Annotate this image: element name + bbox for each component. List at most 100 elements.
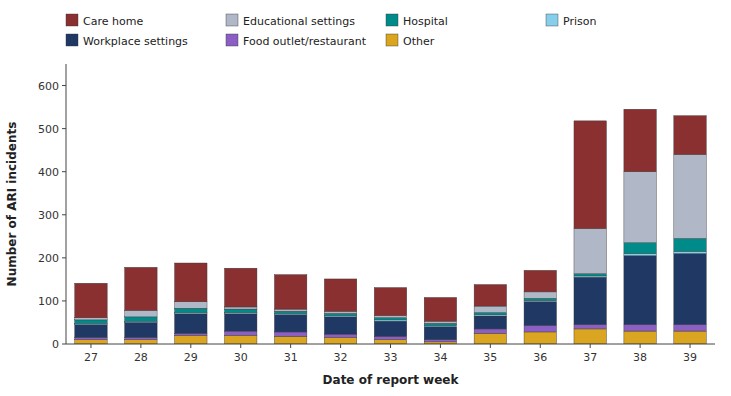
bar-segment bbox=[324, 279, 356, 311]
y-axis-line bbox=[66, 64, 67, 344]
x-tick-label: 34 bbox=[433, 351, 447, 364]
bar-segment bbox=[674, 238, 706, 251]
y-tick bbox=[62, 85, 66, 86]
legend-swatch bbox=[386, 34, 398, 46]
bar-segment bbox=[674, 325, 706, 331]
bar-segment bbox=[175, 263, 207, 302]
bar-segment bbox=[574, 121, 606, 229]
bar-segment bbox=[474, 329, 506, 333]
x-tick-label: 35 bbox=[483, 351, 497, 364]
y-tick bbox=[62, 128, 66, 129]
bar-segment bbox=[524, 332, 556, 344]
bar-segment bbox=[474, 285, 506, 307]
bar-segment bbox=[75, 320, 107, 323]
x-tick-label: 31 bbox=[284, 351, 298, 364]
bar-segment bbox=[274, 275, 306, 309]
bar-segment bbox=[175, 335, 207, 344]
y-tick-label: 200 bbox=[38, 252, 59, 265]
bar-segment bbox=[75, 318, 107, 320]
bar-segment bbox=[424, 323, 456, 325]
y-axis-label: Number of ARI incidents bbox=[5, 122, 19, 287]
x-tick bbox=[90, 344, 91, 348]
bar-segment bbox=[624, 254, 656, 256]
chart: 0100200300400500600272829303132333435363… bbox=[0, 0, 731, 396]
x-tick bbox=[390, 344, 391, 348]
bar-segment bbox=[474, 313, 506, 315]
y-tick-label: 400 bbox=[38, 166, 59, 179]
y-tick bbox=[62, 214, 66, 215]
x-tick bbox=[690, 344, 691, 348]
x-tick bbox=[340, 344, 341, 348]
bar-segment bbox=[75, 340, 107, 344]
bar-segment bbox=[374, 321, 406, 336]
bar-segment bbox=[674, 116, 706, 155]
bar-segment bbox=[274, 309, 306, 311]
legend-swatch bbox=[226, 34, 238, 46]
bar-segment bbox=[225, 268, 257, 307]
bar-segment bbox=[474, 316, 506, 329]
bar-segment bbox=[624, 109, 656, 171]
bar-segment bbox=[324, 338, 356, 344]
x-tick bbox=[440, 344, 441, 348]
legend-label: Workplace settings bbox=[83, 35, 188, 48]
bar-segment bbox=[324, 334, 356, 337]
bar-segment bbox=[125, 338, 157, 340]
bar-segment bbox=[374, 288, 406, 316]
x-tick-label: 27 bbox=[84, 351, 98, 364]
bar-segment bbox=[624, 331, 656, 344]
x-tick-label: 37 bbox=[583, 351, 597, 364]
bar-segment bbox=[574, 274, 606, 276]
bar-segment bbox=[674, 331, 706, 344]
legend: Care homeEducational settingsHospitalPri… bbox=[66, 14, 596, 48]
x-tick bbox=[190, 344, 191, 348]
y-tick bbox=[62, 300, 66, 301]
bar-segment bbox=[225, 314, 257, 331]
bar-segment bbox=[624, 325, 656, 331]
bar-segment bbox=[424, 297, 456, 321]
x-tick-label: 28 bbox=[134, 351, 148, 364]
x-tick-label: 32 bbox=[334, 351, 348, 364]
bar-segment bbox=[225, 309, 257, 312]
legend-swatch bbox=[66, 14, 78, 26]
bar-segment bbox=[374, 336, 406, 339]
bar-segment bbox=[175, 302, 207, 308]
legend-label: Other bbox=[403, 35, 435, 48]
bar-segment bbox=[274, 336, 306, 344]
bar-segment bbox=[175, 333, 207, 335]
bar-segment bbox=[524, 302, 556, 326]
bar-segment bbox=[474, 333, 506, 344]
x-tick-label: 36 bbox=[533, 351, 547, 364]
y-tick-label: 300 bbox=[38, 209, 59, 222]
bar-segment bbox=[674, 254, 706, 325]
bar-segment bbox=[125, 322, 157, 337]
bar-segment bbox=[75, 283, 107, 317]
y-tick bbox=[62, 257, 66, 258]
x-tick-label: 30 bbox=[234, 351, 248, 364]
bar-segment bbox=[424, 340, 456, 342]
bar-segment bbox=[274, 332, 306, 336]
x-tick-label: 39 bbox=[683, 351, 697, 364]
x-tick bbox=[490, 344, 491, 348]
y-tick-label: 600 bbox=[38, 80, 59, 93]
legend-label: Hospital bbox=[403, 15, 448, 28]
bar-segment bbox=[524, 298, 556, 300]
x-axis-label: Date of report week bbox=[323, 373, 460, 387]
bar-segment bbox=[125, 317, 157, 321]
bar-segment bbox=[574, 229, 606, 274]
bar-segment bbox=[75, 338, 107, 340]
legend-label: Food outlet/restaurant bbox=[243, 35, 367, 48]
bar-segment bbox=[624, 243, 656, 254]
bar-segment bbox=[324, 311, 356, 313]
bar-segment bbox=[424, 321, 456, 323]
bar-segment bbox=[175, 314, 207, 333]
legend-swatch bbox=[226, 14, 238, 26]
bar-segment bbox=[324, 317, 356, 334]
bar-segment bbox=[574, 325, 606, 329]
legend-swatch bbox=[386, 14, 398, 26]
bar-segment bbox=[75, 325, 107, 338]
bars bbox=[75, 109, 707, 344]
x-tick-label: 38 bbox=[633, 351, 647, 364]
bar-segment bbox=[374, 340, 406, 344]
legend-label: Educational settings bbox=[243, 15, 355, 28]
x-tick bbox=[140, 344, 141, 348]
